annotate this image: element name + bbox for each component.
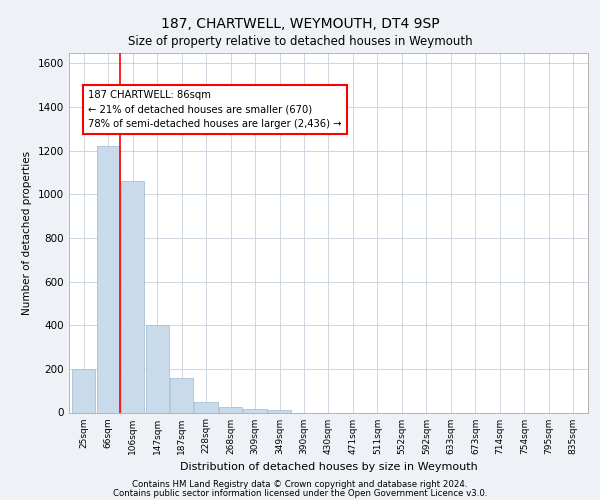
Text: Size of property relative to detached houses in Weymouth: Size of property relative to detached ho… xyxy=(128,35,472,48)
Text: Contains public sector information licensed under the Open Government Licence v3: Contains public sector information licen… xyxy=(113,490,487,498)
Bar xyxy=(244,409,266,412)
Bar xyxy=(194,402,218,412)
Bar xyxy=(146,325,169,412)
Y-axis label: Number of detached properties: Number of detached properties xyxy=(22,150,32,314)
Text: 187, CHARTWELL, WEYMOUTH, DT4 9SP: 187, CHARTWELL, WEYMOUTH, DT4 9SP xyxy=(161,18,439,32)
Bar xyxy=(170,378,193,412)
X-axis label: Distribution of detached houses by size in Weymouth: Distribution of detached houses by size … xyxy=(179,462,478,472)
Bar xyxy=(219,407,242,412)
Bar xyxy=(121,181,144,412)
Text: 187 CHARTWELL: 86sqm
← 21% of detached houses are smaller (670)
78% of semi-deta: 187 CHARTWELL: 86sqm ← 21% of detached h… xyxy=(88,90,341,129)
Bar xyxy=(97,146,120,412)
Text: Contains HM Land Registry data © Crown copyright and database right 2024.: Contains HM Land Registry data © Crown c… xyxy=(132,480,468,489)
Bar xyxy=(72,369,95,412)
Bar xyxy=(268,410,291,412)
